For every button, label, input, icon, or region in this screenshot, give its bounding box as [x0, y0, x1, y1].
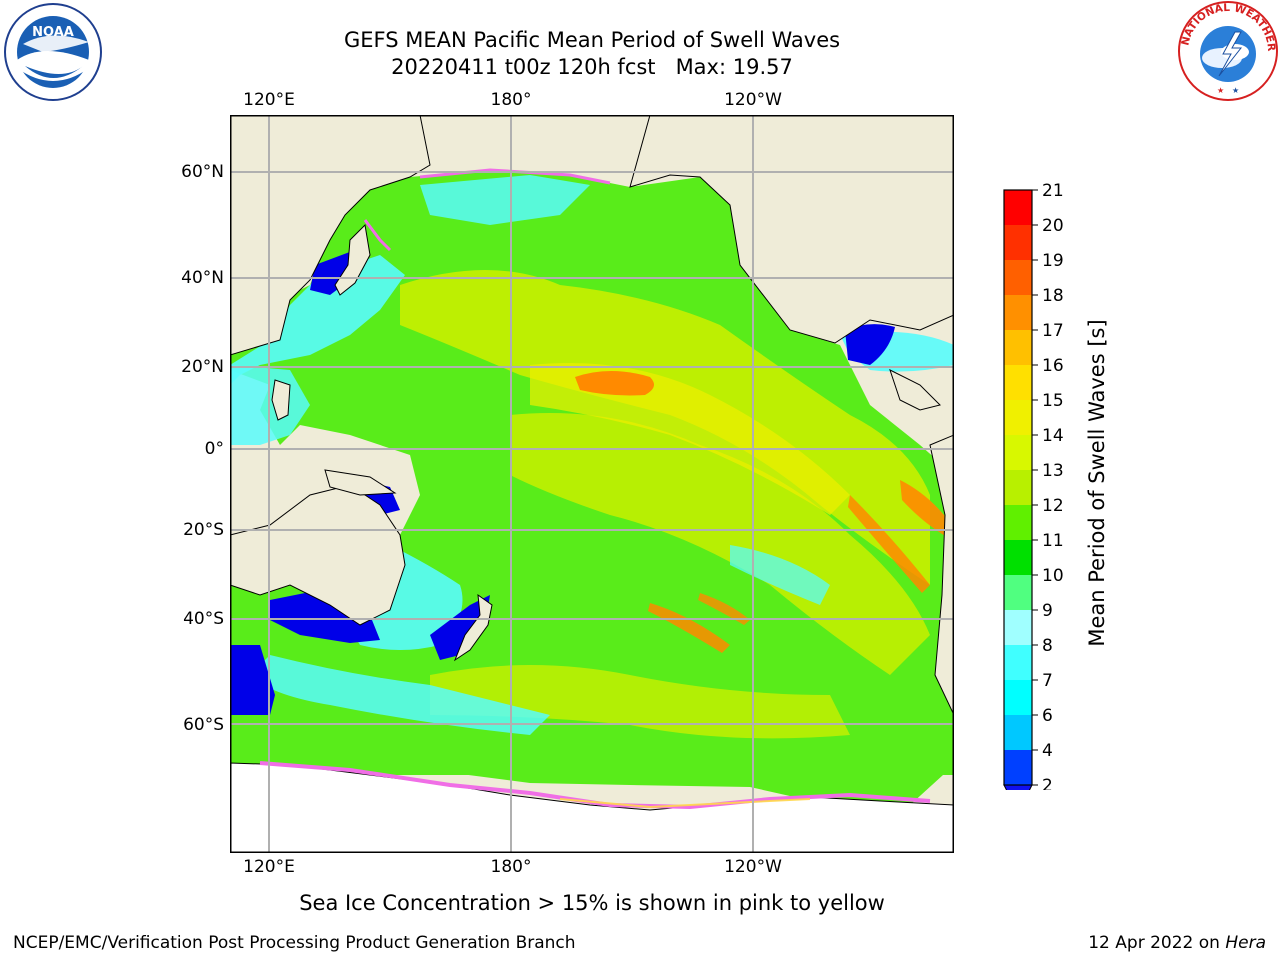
colorbar-tick-label: 7 [1042, 671, 1053, 691]
colorbar-band [1004, 295, 1032, 330]
colorbar-band [1004, 575, 1032, 610]
footer-host: Hera [1225, 933, 1266, 953]
footer-credit: NCEP/EMC/Verification Post Processing Pr… [13, 933, 576, 953]
sea-ice-okhotsk [363, 219, 392, 252]
lon-tick-top-180: 180° [490, 90, 532, 110]
colorbar-tick-label: 14 [1042, 426, 1064, 446]
colorbar-band [1004, 260, 1032, 295]
lat-tick-60n: 60°N [181, 162, 224, 182]
sea-ice-south-yellow [559, 798, 811, 809]
noaa-logo: NOAA [4, 3, 102, 101]
lat-tick-40s: 40°S [183, 609, 224, 629]
ocean-yellowgreen-central [510, 413, 930, 675]
nws-logo: NATIONAL WEATHER SERVICE ★ ★ [1177, 0, 1278, 101]
colorbar-tick-label: 16 [1042, 356, 1064, 376]
lat-tick-20s: 20°S [183, 520, 224, 540]
land-central-america [889, 369, 941, 411]
ocean-yellowgreen-north [400, 270, 930, 585]
ocean-cyan-northwest [230, 255, 405, 385]
colorbar-band [1004, 400, 1032, 435]
ocean-cyan-south [250, 655, 550, 735]
colorbar-title: Mean Period of Swell Waves [s] [1085, 319, 1109, 647]
land-australia [230, 484, 406, 626]
colorbar-tick-label: 4 [1042, 741, 1053, 761]
colorbar-tick-label: 8 [1042, 636, 1053, 656]
colorbar-tick-label: 6 [1042, 706, 1053, 726]
colorbar-tick-label: 12 [1042, 496, 1064, 516]
colorbar-band [1004, 435, 1032, 470]
colorbar-tick-label: 15 [1042, 391, 1064, 411]
lon-tick-bottom-120w: 120°W [724, 857, 782, 877]
colorbar: 21 20 19 18 17 16 15 14 13 12 11 10 9 8 7 6 4 2 [1003, 181, 1064, 790]
ocean-cyan-arctic [420, 175, 590, 225]
land-asia [230, 115, 431, 356]
ocean-blue-southwest [230, 645, 275, 715]
colorbar-band [1004, 190, 1032, 225]
colorbar-band [1004, 715, 1032, 750]
svg-text:★: ★ [1217, 86, 1224, 95]
colorbar-band [1004, 225, 1032, 260]
colorbar-band [1004, 610, 1032, 645]
colorbar-frame [1003, 189, 1033, 786]
lat-tick-60s: 60°S [183, 715, 224, 735]
lat-tick-20n: 20°N [181, 357, 224, 377]
ocean-orange-southeast-1 [900, 480, 952, 540]
colorbar-tick-label: 17 [1042, 321, 1064, 341]
colorbar-tick-label: 13 [1042, 461, 1064, 481]
ocean-yellow-band [530, 363, 850, 515]
ocean-blue-gulf [845, 324, 895, 365]
lon-tick-top-120w: 120°W [724, 90, 782, 110]
colorbar-tick-label: 18 [1042, 286, 1064, 306]
ocean-orange-southeast-2 [848, 495, 930, 593]
colorbar-band [1004, 505, 1032, 540]
colorbar-tick-label: 9 [1042, 601, 1053, 621]
lat-tick-40n: 40°N [181, 268, 224, 288]
map-frame [230, 115, 954, 853]
chart-title: GEFS MEAN Pacific Mean Period of Swell W… [343, 28, 841, 52]
colorbar-tick-label: 21 [1042, 181, 1064, 201]
lon-tick-top-120e: 120°E [243, 90, 295, 110]
ocean-orange-south-2 [698, 593, 750, 625]
footer-date-text: 12 Apr 2022 on [1088, 933, 1226, 953]
ocean-blue-south-australia [270, 590, 380, 643]
svg-text:★: ★ [1232, 86, 1239, 95]
ocean-blue-new-zealand [430, 595, 490, 660]
colorbar-tick-label: 11 [1042, 531, 1064, 551]
colorbar-band [1004, 645, 1032, 680]
colorbar-tick-label: 2 [1042, 776, 1053, 790]
swell-period-map [230, 115, 954, 853]
colorbar-under-triangle [1003, 784, 1033, 790]
colorbar-band [1004, 330, 1032, 365]
colorbar-band [1004, 750, 1032, 785]
ocean-yellowgreen-south [430, 665, 850, 739]
colorbar-tick-label: 20 [1042, 216, 1064, 236]
chart-subtitle: 20220411 t00z 120h fcst Max: 19.57 [391, 55, 793, 79]
colorbar-band [1004, 540, 1032, 575]
lon-tick-bottom-120e: 120°E [243, 857, 295, 877]
ocean-orange-hawaii [575, 371, 654, 396]
lon-tick-bottom-180: 180° [490, 857, 532, 877]
colorbar-band [1004, 680, 1032, 715]
ocean-cyan-east [730, 545, 830, 605]
land-philippines [271, 379, 291, 421]
ocean-orange-south-1 [648, 603, 730, 653]
footer-date: 12 Apr 2022 on Hera [1088, 932, 1266, 954]
land-new-guinea [324, 469, 397, 496]
colorbar-band [1004, 470, 1032, 505]
map-gridlines [230, 115, 954, 853]
sea-ice-south [259, 761, 931, 810]
colorbar-tick-label: 10 [1042, 566, 1064, 586]
colorbar-band [1004, 365, 1032, 400]
colorbar-tick-label: 19 [1042, 251, 1064, 271]
lat-tick-0: 0° [204, 439, 224, 459]
land-south-america [929, 434, 954, 716]
sea-ice-caption: Sea Ice Concentration > 15% is shown in … [299, 891, 885, 915]
noaa-logo-text: NOAA [32, 25, 74, 40]
